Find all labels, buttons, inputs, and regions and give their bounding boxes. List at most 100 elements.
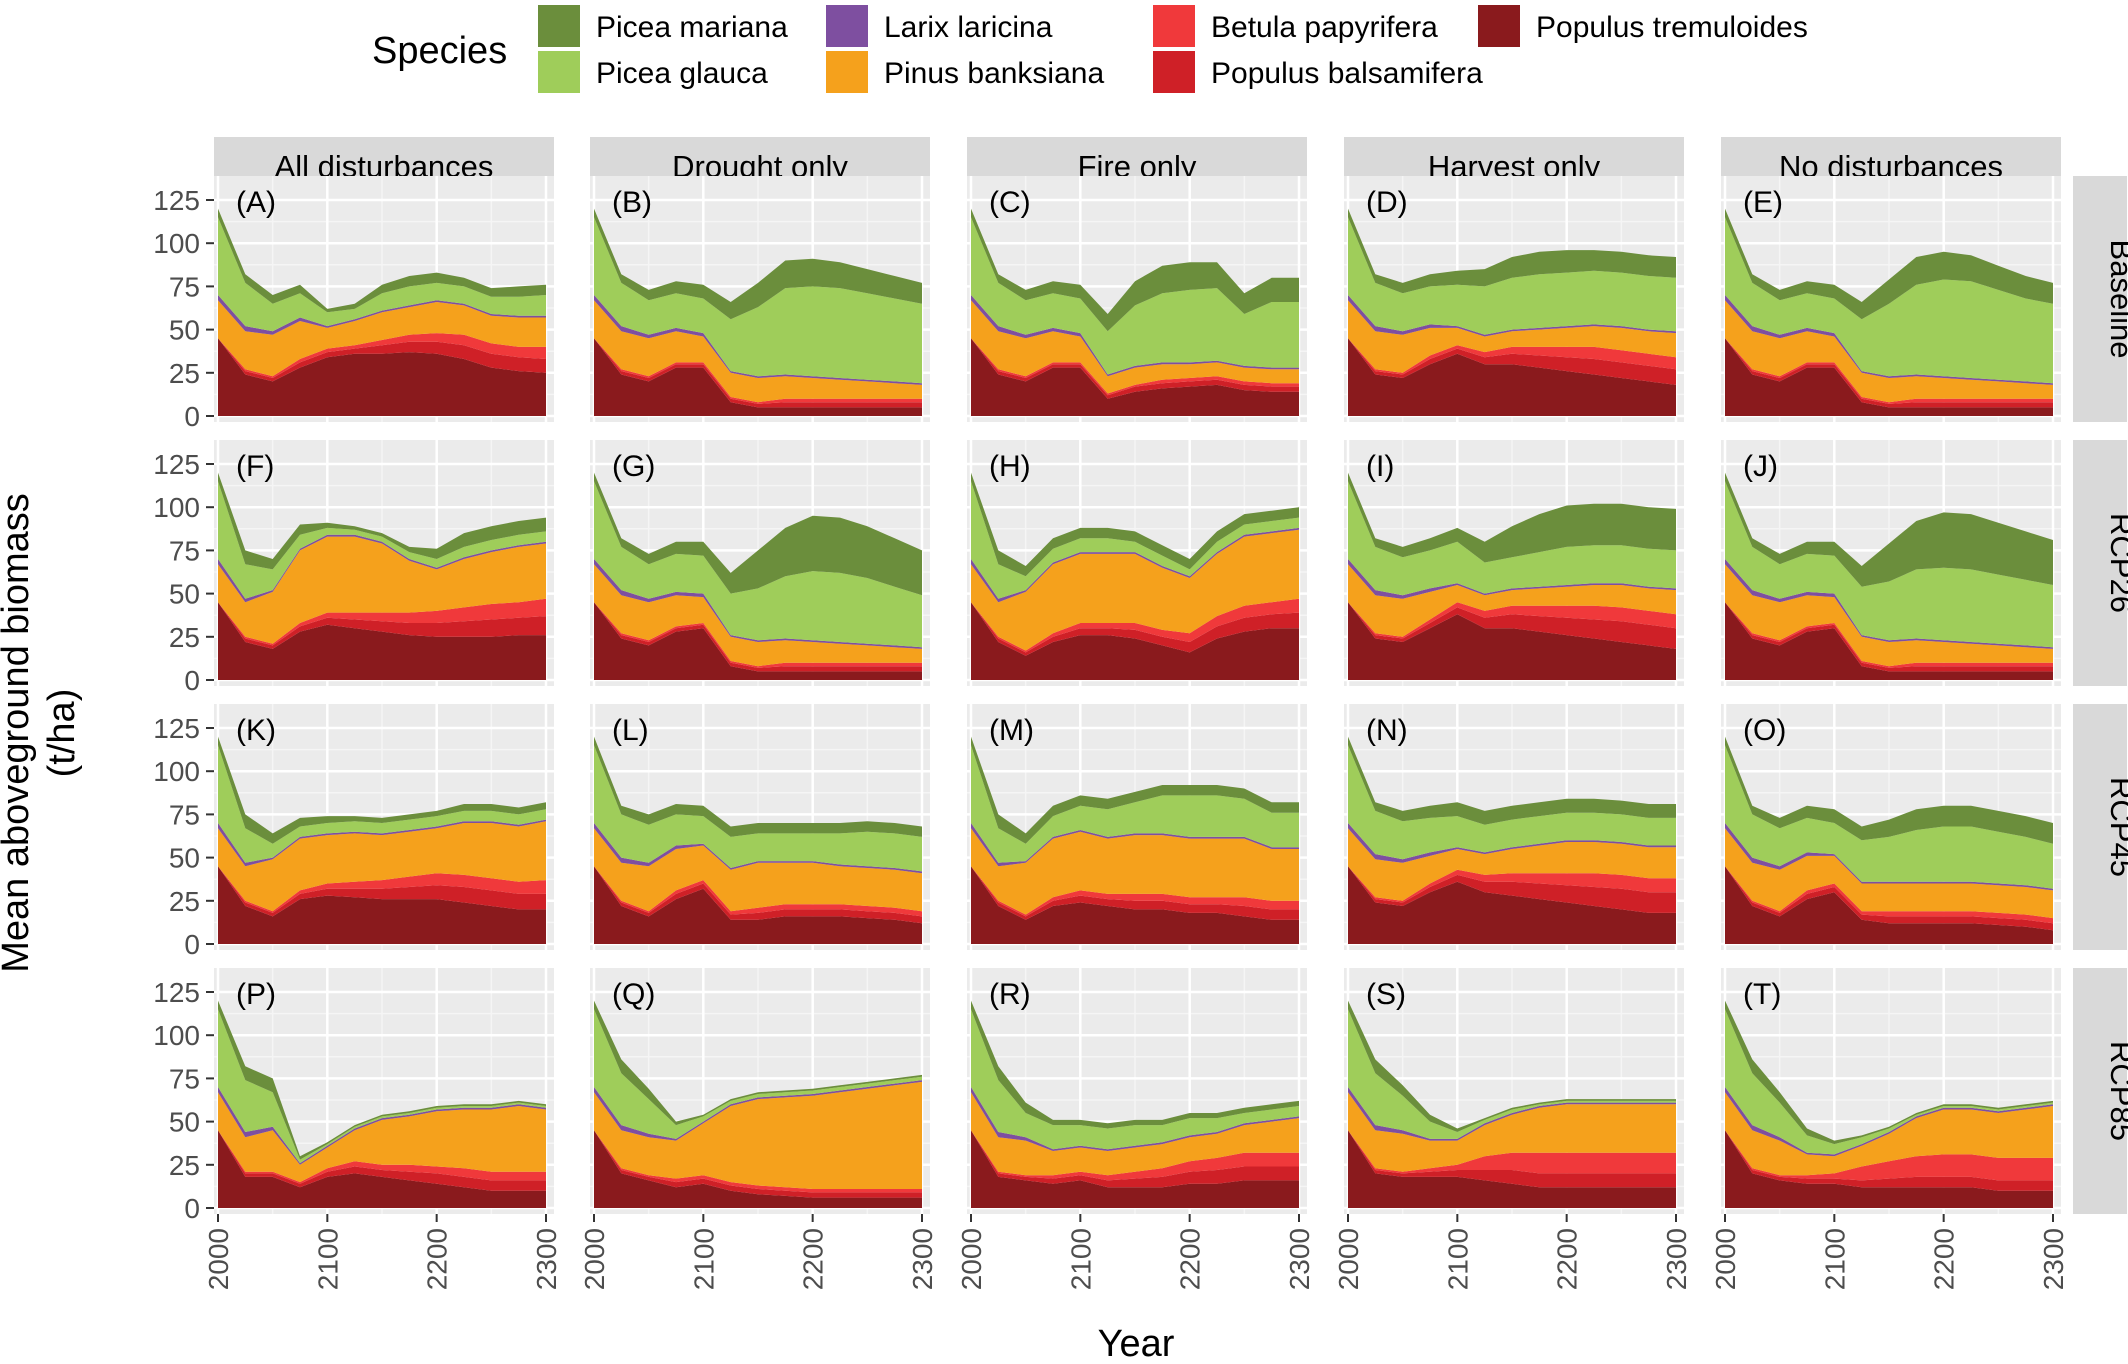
row-strip-label: RCP85 bbox=[2104, 1041, 2128, 1141]
legend-label-picea-mariana: Picea mariana bbox=[596, 11, 788, 44]
area-populus-balsamifera bbox=[218, 602, 546, 649]
panel-label: (K) bbox=[236, 714, 276, 747]
y-tick-label: 25 bbox=[169, 886, 200, 917]
area-pinus-banksiana bbox=[594, 1081, 922, 1189]
area-pinus-banksiana bbox=[971, 300, 1299, 394]
area-larix-laricina bbox=[1348, 1087, 1676, 1141]
area-picea-glauca bbox=[971, 217, 1299, 375]
area-pinus-banksiana bbox=[1348, 564, 1676, 637]
y-tick-label: 75 bbox=[169, 799, 200, 830]
area-picea-glauca bbox=[1348, 217, 1676, 335]
y-tick-label: 0 bbox=[184, 929, 200, 960]
x-tick-label: 2000 bbox=[203, 1228, 234, 1290]
row-strip-label: RCP45 bbox=[2104, 777, 2128, 877]
area-larix-laricina bbox=[1348, 295, 1676, 337]
area-pinus-banksiana bbox=[1348, 1092, 1676, 1172]
area-populus-tremuloides bbox=[1725, 1130, 2053, 1208]
area-picea-mariana bbox=[1348, 1000, 1676, 1132]
y-tick-label: 0 bbox=[184, 1193, 200, 1224]
area-populus-tremuloides bbox=[971, 1130, 1299, 1208]
x-tick-label: 2000 bbox=[579, 1228, 610, 1290]
area-betula-papyrifera bbox=[1348, 338, 1676, 375]
panel-label: (H) bbox=[989, 450, 1031, 483]
legend: Species Picea mariana Picea glauca Larix l… bbox=[372, 5, 1808, 93]
area-populus-balsamifera bbox=[1725, 602, 2053, 672]
area-picea-mariana bbox=[1348, 208, 1676, 294]
y-tick-label: 125 bbox=[153, 713, 200, 744]
panel-label: (M) bbox=[989, 714, 1034, 747]
area-larix-laricina bbox=[1348, 559, 1676, 599]
y-tick-label: 25 bbox=[169, 1150, 200, 1181]
area-picea-mariana bbox=[1725, 736, 2053, 844]
area-populus-balsamifera bbox=[218, 338, 546, 382]
area-betula-papyrifera bbox=[594, 866, 922, 917]
area-picea-glauca bbox=[594, 217, 922, 384]
x-tick-label: 2200 bbox=[422, 1228, 453, 1290]
legend-key-picea-mariana bbox=[538, 5, 580, 47]
legend-key-populus-tremuloides bbox=[1478, 5, 1520, 47]
area-betula-papyrifera bbox=[971, 598, 1299, 653]
area-picea-glauca bbox=[1348, 481, 1676, 596]
y-axis-title-line-2: (t/ha) bbox=[41, 689, 83, 778]
y-tick-label: 0 bbox=[184, 665, 200, 696]
panel-label: (G) bbox=[612, 450, 655, 483]
x-tick-label: 2200 bbox=[1552, 1228, 1583, 1290]
y-tick-label: 100 bbox=[153, 228, 200, 259]
area-pinus-banksiana bbox=[218, 300, 546, 377]
area-pinus-banksiana bbox=[1348, 300, 1676, 373]
area-populus-balsamifera bbox=[218, 1130, 546, 1191]
area-populus-balsamifera bbox=[971, 866, 1299, 920]
y-tick-label: 50 bbox=[169, 1107, 200, 1138]
panel-label: (D) bbox=[1366, 186, 1408, 219]
legend-label-picea-glauca: Picea glauca bbox=[596, 57, 768, 90]
area-populus-balsamifera bbox=[594, 866, 922, 924]
x-tick-label: 2000 bbox=[956, 1228, 987, 1290]
area-populus-tremuloides bbox=[594, 866, 922, 944]
x-axis-title: Year bbox=[1098, 1323, 1175, 1364]
legend-key-betula-papyrifera bbox=[1153, 5, 1195, 47]
x-tick-label: 2000 bbox=[1333, 1228, 1364, 1290]
area-populus-tremuloides bbox=[971, 866, 1299, 944]
area-betula-papyrifera bbox=[1348, 1130, 1676, 1174]
area-picea-mariana bbox=[971, 472, 1299, 577]
area-populus-tremuloides bbox=[1348, 866, 1676, 944]
x-tick-label: 2300 bbox=[1284, 1228, 1315, 1290]
row-strip bbox=[2073, 704, 2127, 950]
area-populus-tremuloides bbox=[1725, 602, 2053, 680]
y-tick-label: 0 bbox=[184, 401, 200, 432]
legend-label-populus-balsamifera: Populus balsamifera bbox=[1211, 57, 1483, 90]
area-populus-tremuloides bbox=[594, 338, 922, 416]
area-picea-glauca bbox=[218, 745, 546, 863]
area-populus-balsamifera bbox=[594, 338, 922, 408]
area-picea-glauca bbox=[218, 481, 546, 599]
area-populus-balsamifera bbox=[1348, 602, 1676, 649]
area-picea-glauca bbox=[594, 1009, 922, 1139]
chart-panels: All disturbances Drought only Fire only Har… bbox=[153, 137, 2128, 1290]
area-populus-balsamifera bbox=[1725, 338, 2053, 408]
area-populus-balsamifera bbox=[1348, 866, 1676, 913]
area-picea-mariana bbox=[1348, 736, 1676, 825]
panel-label: (A) bbox=[236, 186, 276, 219]
area-populus-tremuloides bbox=[1725, 866, 2053, 944]
legend-label-betula-papyrifera: Betula papyrifera bbox=[1211, 11, 1438, 44]
y-tick-label: 125 bbox=[153, 185, 200, 216]
area-picea-mariana bbox=[1725, 472, 2053, 587]
y-axis-title-line-1: Mean aboveground biomass bbox=[0, 493, 37, 973]
area-larix-laricina bbox=[218, 819, 546, 867]
area-betula-papyrifera bbox=[1725, 602, 2053, 668]
area-picea-mariana bbox=[218, 472, 546, 570]
area-picea-glauca bbox=[1348, 1009, 1676, 1139]
area-picea-glauca bbox=[971, 481, 1299, 599]
area-larix-laricina bbox=[218, 295, 546, 335]
area-pinus-banksiana bbox=[1725, 300, 2053, 403]
area-betula-papyrifera bbox=[971, 1130, 1299, 1181]
area-populus-tremuloides bbox=[218, 1130, 546, 1208]
y-tick-label: 100 bbox=[153, 492, 200, 523]
area-betula-papyrifera bbox=[971, 866, 1299, 917]
axis-titles: Mean aboveground biomass (t/ha) Year bbox=[0, 493, 1175, 1364]
panel-label: (P) bbox=[236, 978, 276, 1011]
area-pinus-banksiana bbox=[594, 828, 922, 912]
panel-label: (T) bbox=[1743, 978, 1781, 1011]
x-tick-label: 2100 bbox=[312, 1228, 343, 1290]
